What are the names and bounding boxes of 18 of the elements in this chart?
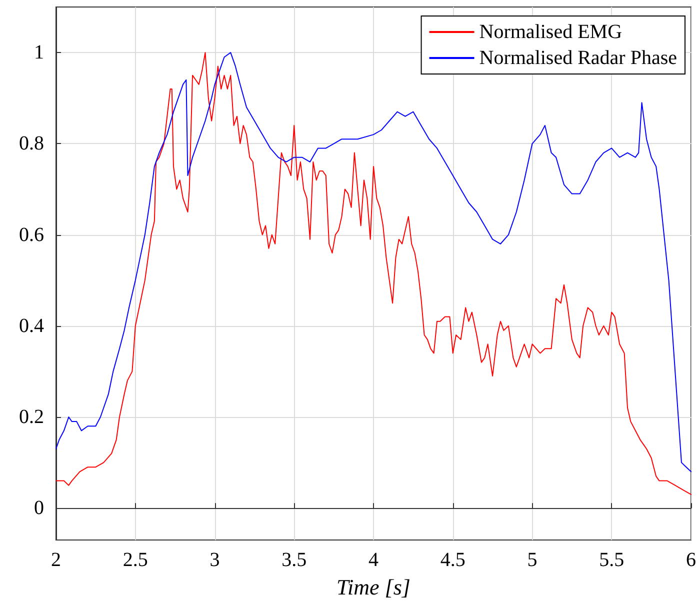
x-tick-label: 2.5 <box>122 549 148 571</box>
legend-label: Normalised EMG <box>479 21 622 43</box>
x-tick-label: 3 <box>210 549 220 571</box>
y-tick-label: 0 <box>34 497 44 520</box>
x-axis-title: Time [s] <box>336 574 410 600</box>
y-tick-label: 0.4 <box>19 314 44 337</box>
x-tick-label: 5.5 <box>599 549 624 571</box>
x-tick-label: 3.5 <box>282 549 307 571</box>
y-tick-label: 0.8 <box>19 132 44 155</box>
y-tick-label: 0.2 <box>19 406 44 428</box>
y-tick-label: 1 <box>34 42 44 64</box>
x-tick-label: 6 <box>686 549 696 571</box>
x-tick-label: 5 <box>527 549 538 571</box>
legend-label: Normalised Radar Phase <box>479 47 678 69</box>
y-tick-label: 0.6 <box>19 224 44 246</box>
x-tick-label: 4.5 <box>440 549 466 571</box>
x-tick-label: 4 <box>368 549 378 571</box>
x-tick-label: 2 <box>51 549 61 571</box>
